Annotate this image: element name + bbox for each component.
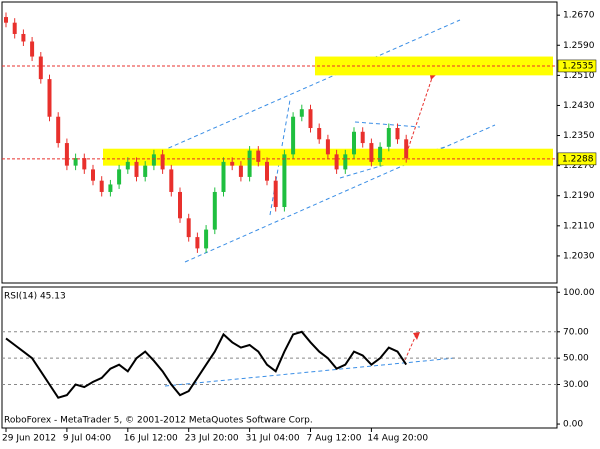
- candle-body: [238, 165, 243, 177]
- rsi-panel: [1, 286, 558, 429]
- y-tick-label: 1.2270: [563, 161, 595, 171]
- candle-body: [204, 229, 209, 249]
- candle-body: [56, 116, 61, 144]
- candle-body: [64, 143, 69, 166]
- candle-body: [291, 116, 296, 155]
- candle-body: [143, 165, 148, 177]
- candle-body: [317, 128, 322, 140]
- candle-body: [30, 41, 35, 57]
- candle-body: [343, 154, 348, 170]
- level-label: 1.2535: [562, 61, 594, 71]
- candle-body: [47, 79, 52, 117]
- x-tick-label: 29 Jun 2012: [2, 434, 56, 444]
- rsi-arrow: [404, 334, 417, 361]
- candle-body: [282, 154, 287, 208]
- triangle-upper: [354, 121, 421, 128]
- candle-body: [186, 218, 191, 238]
- rsi-arrow-head: [413, 332, 420, 340]
- candle-body: [386, 128, 391, 147]
- candle-body: [134, 161, 139, 177]
- candle-body: [82, 158, 87, 170]
- x-tick-label: 9 Jul 04:00: [63, 434, 112, 444]
- candle-body: [404, 139, 409, 159]
- candle-body: [299, 109, 304, 117]
- candle-body: [160, 154, 165, 170]
- candle-body: [221, 161, 226, 192]
- candle-body: [151, 154, 156, 166]
- x-tick-label: 7 Aug 12:00: [307, 434, 362, 444]
- candle-body: [378, 146, 383, 162]
- candle-body: [169, 169, 174, 192]
- y-tick-label: 100.00: [563, 288, 595, 298]
- candle-body: [325, 139, 330, 155]
- y-tick-label: 50.00: [563, 354, 589, 364]
- x-tick-label: 31 Jul 04:00: [246, 434, 300, 444]
- rsi-title: RSI(14) 45.13: [4, 292, 66, 302]
- candle-body: [308, 109, 313, 129]
- x-tick-label: 16 Jul 12:00: [124, 434, 178, 444]
- level-label-box: [557, 59, 597, 73]
- candle-body: [334, 154, 339, 170]
- candle-body: [99, 180, 104, 192]
- candle-body: [265, 161, 269, 181]
- price-panel: [1, 1, 558, 284]
- candle-body: [4, 17, 8, 23]
- candle-body: [12, 22, 17, 34]
- y-tick-label: 0.00: [563, 420, 583, 430]
- x-tick-label: 14 Aug 20:00: [367, 434, 428, 444]
- candle-body: [256, 150, 261, 162]
- rsi-line: [5, 330, 408, 399]
- candle-body: [369, 143, 374, 162]
- candle-body: [247, 150, 252, 177]
- y-tick-label: 1.2430: [563, 101, 595, 111]
- y-tick-label: 1.2110: [563, 221, 595, 231]
- candle-body: [352, 131, 356, 155]
- footer: RoboForex - MetaTrader 5, © 2001-2012 Me…: [4, 416, 313, 426]
- candle-body: [273, 180, 278, 208]
- level-label: 1.2288: [562, 154, 594, 164]
- y-tick-label: 1.2590: [563, 41, 595, 51]
- forecast-arrows: [404, 74, 434, 361]
- candle-body: [91, 169, 95, 181]
- candle-body: [212, 191, 217, 230]
- candle-body: [395, 128, 400, 140]
- level-label-box: [557, 152, 597, 166]
- y-tick-label: 1.2510: [563, 71, 595, 81]
- candle-body: [21, 33, 26, 42]
- price-arrow: [404, 74, 434, 159]
- x-tick-label: 23 Jul 20:00: [185, 434, 239, 444]
- candle-body: [360, 131, 365, 144]
- candle-body: [178, 191, 182, 219]
- candle-body: [38, 56, 43, 80]
- candle-body: [117, 169, 122, 185]
- candle-body: [230, 161, 235, 166]
- y-tick-label: 70.00: [563, 327, 589, 337]
- y-tick-label: 1.2190: [563, 191, 595, 201]
- y-tick-label: 1.2030: [563, 251, 595, 261]
- y-tick-label: 1.2350: [563, 131, 595, 141]
- y-tick-label: 1.2670: [563, 11, 595, 21]
- y-tick-label: 30.00: [563, 380, 589, 390]
- candle-body: [125, 161, 130, 170]
- candle-body: [108, 184, 113, 192]
- candle-body: [195, 237, 200, 249]
- candle-body: [73, 158, 78, 166]
